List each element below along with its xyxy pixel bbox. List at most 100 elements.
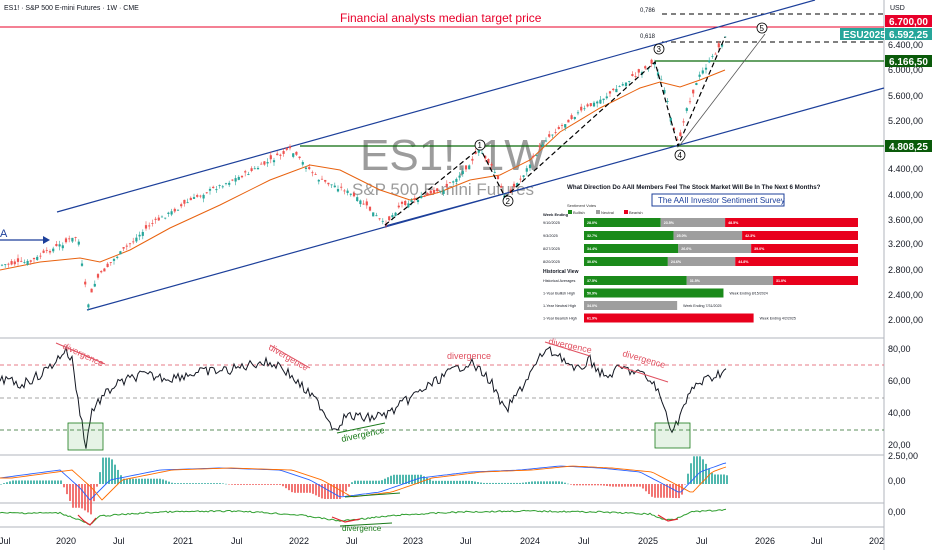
price-candle-body xyxy=(20,260,23,262)
macd-histogram-bar xyxy=(336,484,338,499)
badge-support-6166: 6.166,50 xyxy=(885,55,932,68)
macd-histogram-bar xyxy=(468,480,470,484)
price-candle-body xyxy=(71,237,74,242)
price-candle-body xyxy=(138,234,141,237)
price-candle-body xyxy=(701,70,704,74)
price-candle-body xyxy=(132,241,135,243)
macd-histogram-bar xyxy=(105,457,107,484)
macd-histogram-bar xyxy=(474,481,476,484)
macd-histogram-bar xyxy=(681,484,683,495)
macd-histogram-bar xyxy=(129,478,131,484)
macd-histogram-bar xyxy=(78,484,80,508)
price-candle-body xyxy=(170,211,173,215)
price-candle-body xyxy=(535,155,538,157)
rsi-tick: 60,00 xyxy=(888,376,911,386)
macd-histogram-bar xyxy=(396,474,398,484)
macd-histogram-bar xyxy=(120,475,122,484)
price-candle-body xyxy=(400,201,404,204)
macd-histogram-bar xyxy=(699,456,701,484)
price-candle-body xyxy=(624,82,628,87)
time-axis-label: Jul xyxy=(346,536,358,546)
survey-title: The AAII Investor Sentiment Survey xyxy=(658,196,785,205)
macd-histogram-bar xyxy=(156,478,158,484)
time-axis-label: 2026 xyxy=(755,536,775,546)
macd-histogram-bar xyxy=(264,484,266,485)
price-candle-body xyxy=(688,101,692,103)
macd-histogram-bar xyxy=(357,480,359,484)
macd-histogram-bar xyxy=(432,480,434,484)
macd-histogram xyxy=(0,456,728,515)
price-candle-body xyxy=(308,167,311,170)
price-candle-body xyxy=(365,201,368,206)
macd-histogram-bar xyxy=(657,484,659,498)
macd-histogram-bar xyxy=(630,484,632,487)
macd-histogram-bar xyxy=(378,480,380,484)
macd-histogram-bar xyxy=(93,484,95,502)
price-candle-body xyxy=(176,209,180,211)
macd-histogram-bar xyxy=(618,484,620,487)
left-arrow-label: A xyxy=(0,228,8,240)
sentiment-row-label: 1-Year Bearish High xyxy=(543,317,577,321)
price-candle-body xyxy=(100,271,103,273)
price-candle-body xyxy=(660,79,663,81)
price-candle-body xyxy=(564,124,567,128)
macd-histogram-bar xyxy=(333,484,335,499)
macd-histogram-bar xyxy=(696,456,698,484)
week-header: Week Ending xyxy=(543,212,569,217)
macd-histogram-bar xyxy=(441,480,443,484)
price-candle-body xyxy=(119,251,122,255)
price-candle-body xyxy=(583,108,586,110)
macd-histogram-bar xyxy=(69,484,71,501)
price-candle-body xyxy=(676,139,679,141)
macd-histogram-bar xyxy=(702,459,704,484)
contract-tag[interactable]: ESU2025 xyxy=(840,28,886,41)
price-candle-body xyxy=(554,132,557,133)
macd-histogram-bar xyxy=(372,480,374,484)
price-candle-body xyxy=(282,151,285,154)
macd-histogram-bar xyxy=(402,474,404,484)
price-candle-body xyxy=(500,185,503,188)
macd-histogram-bar xyxy=(288,484,290,491)
macd-histogram-bar xyxy=(405,474,407,484)
sentiment-value-bear: 44.8% xyxy=(738,260,749,264)
symbol-line[interactable]: ES1! · S&P 500 E-mini Futures · 1W · CME xyxy=(4,5,139,12)
sentiment-bar-bear xyxy=(725,218,858,227)
price-tick: 6.000,00 xyxy=(888,65,923,75)
macd-histogram-bar xyxy=(102,457,104,484)
price-candle-body xyxy=(29,260,32,262)
oscillator-panel[interactable]: divergence 0,00 xyxy=(0,507,906,533)
price-candle-body xyxy=(496,175,500,179)
macd-histogram-bar xyxy=(447,480,449,484)
macd-histogram-bar xyxy=(195,483,197,484)
price-candle-body xyxy=(336,189,340,192)
price-candle-body xyxy=(359,200,362,205)
price-candle-body xyxy=(599,99,602,104)
macd-histogram-bar xyxy=(63,484,65,488)
price-candle-body xyxy=(512,183,516,187)
price-candle-body xyxy=(167,212,170,214)
price-candle-body xyxy=(330,184,333,186)
price-axis[interactable]: 6.400,00 6.000,00 5.600,00 5.200,00 4.40… xyxy=(888,40,923,325)
time-axis[interactable]: Jul 2020 Jul 2021 Jul 2022 Jul 2023 Jul 2024 Jul 20… xyxy=(0,536,884,546)
macd-histogram-bar xyxy=(165,480,167,484)
macd-panel[interactable]: 2.50,00 0,00 xyxy=(0,451,918,515)
time-axis-label: 2022 xyxy=(289,536,309,546)
macd-histogram-bar xyxy=(81,484,83,509)
macd-histogram-bar xyxy=(594,484,596,486)
price-candle-body xyxy=(650,59,653,64)
macd-histogram-bar xyxy=(267,484,269,485)
price-candle-body xyxy=(122,247,125,249)
price-candle-body xyxy=(692,89,695,94)
macd-histogram-bar xyxy=(72,484,74,508)
price-candle-body xyxy=(234,178,237,182)
price-candle-body xyxy=(432,189,436,194)
price-tick: 2.000,00 xyxy=(888,315,923,325)
sentiment-value-bear: 48.5% xyxy=(728,221,739,225)
price-candle-body xyxy=(253,168,256,170)
sentiment-bar-neutral xyxy=(584,301,678,310)
macd-histogram-bar xyxy=(669,484,671,498)
price-candle-body xyxy=(356,197,359,201)
macd-histogram-bar xyxy=(672,484,674,498)
macd-histogram-bar xyxy=(723,474,725,484)
